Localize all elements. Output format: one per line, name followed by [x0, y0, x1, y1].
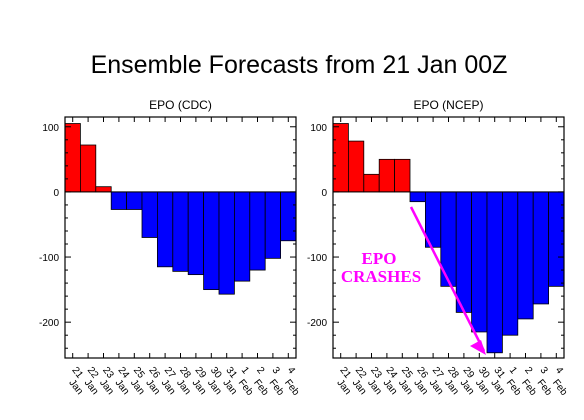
y-tick-label: -100: [39, 253, 59, 264]
bar-29-jan: [187, 191, 204, 276]
y-tick-label: -100: [307, 253, 327, 264]
bar-22-jan: [80, 144, 97, 193]
bar-26-jan: [409, 191, 426, 203]
bar-31-jan: [218, 191, 235, 295]
bar-30-jan: [471, 191, 488, 333]
y-tick-label: -200: [39, 318, 59, 329]
y-tick-label: 0: [53, 188, 59, 199]
bar-3-feb: [264, 191, 282, 259]
y-tick-label: 100: [42, 123, 59, 134]
annotation-line-2: CRASHES: [341, 267, 421, 286]
chart-title: EPO (NCEP): [413, 98, 483, 112]
y-tick-label: 0: [321, 188, 327, 199]
epo-crashes-annotation: EPO CRASHES: [341, 206, 486, 355]
bar-31-jan: [486, 191, 503, 354]
crash-arrow-head-icon: [470, 340, 486, 355]
chart-panel-cdc: EPO (CDC)1000-100-20021Jan22Jan23Jan24Ja…: [39, 98, 302, 398]
bar-28-jan: [172, 191, 189, 272]
bar-21-jan: [64, 123, 81, 193]
annotation-line-1: EPO: [362, 249, 397, 268]
bar-27-jan: [156, 191, 174, 268]
bar-23-jan: [363, 173, 380, 193]
bar-2-feb: [249, 191, 266, 271]
bar-1-feb: [501, 191, 519, 336]
bar-24-jan: [378, 158, 396, 193]
bar-24-jan: [110, 191, 127, 210]
bar-4-feb: [280, 191, 297, 242]
y-tick-label: -200: [307, 318, 327, 329]
bar-2-feb: [517, 191, 534, 320]
bar-22-jan: [347, 140, 365, 193]
bar-25-jan: [126, 191, 143, 210]
bar-4-feb: [548, 191, 565, 287]
bar-30-jan: [203, 191, 220, 291]
bar-29-jan: [455, 191, 473, 313]
bar-26-jan: [141, 191, 158, 238]
bar-25-jan: [394, 158, 411, 193]
bar-21-jan: [332, 123, 349, 193]
crash-arrow-line: [409, 206, 486, 352]
figure-title: Ensemble Forecasts from 21 Jan 00Z: [91, 51, 508, 79]
chart-title: EPO (CDC): [149, 98, 212, 112]
bar-1-feb: [233, 191, 251, 282]
bar-23-jan: [95, 186, 112, 193]
bar-3-feb: [532, 191, 550, 305]
y-tick-label: 100: [310, 123, 327, 134]
chart-panel-ncep: EPO (NCEP)1000-100-20021Jan22Jan23Jan24J…: [307, 98, 570, 398]
